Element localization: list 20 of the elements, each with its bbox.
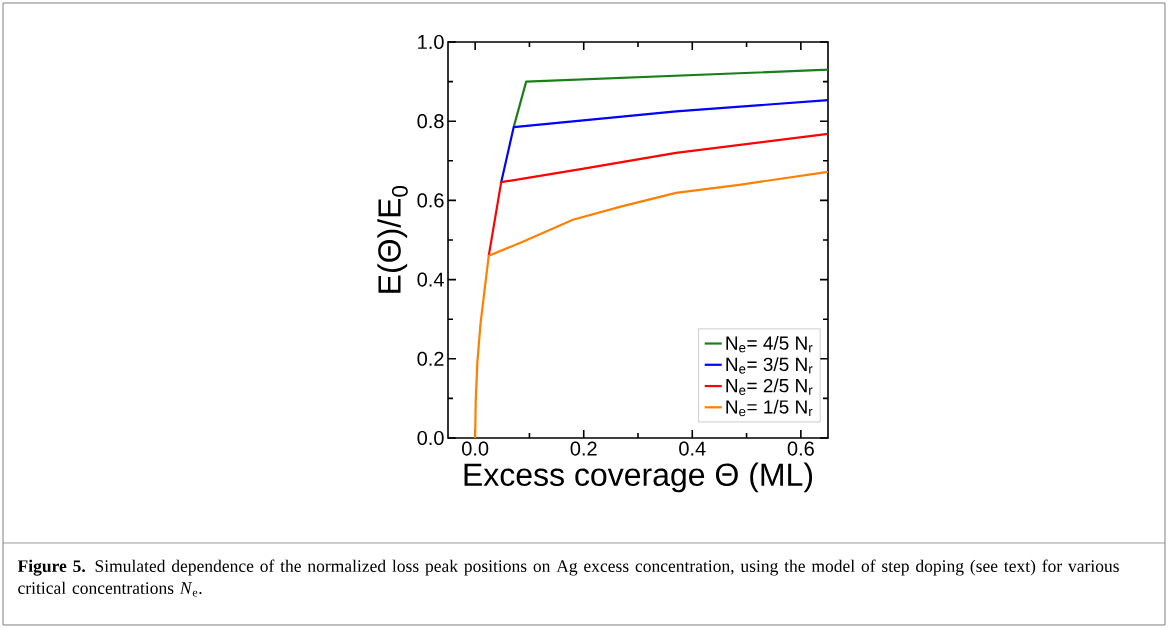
legend-label: N$_{e}$= 1/5 N$_{r}$ [726,399,813,417]
x-tick-label: 0.6 [787,441,814,456]
y-tick-label: 0.2 [417,351,444,366]
line-series [487,132,828,257]
y-tick-label: 1.0 [418,34,444,50]
y-tick-label: 0.4 [417,272,444,287]
x-tick-label: 0.4 [679,441,706,456]
legend-label: N$_{e}$= 3/5 N$_{r}$ [726,357,813,374]
y-tick-label: 0.0 [417,430,444,446]
y-tick-label: 0.6 [417,193,444,208]
x-axis-title: Excess coverage Θ (ML) [464,462,813,493]
legend-label: N$_{e}$= 4/5 N$_{r}$ [726,335,813,353]
x-tick-label: 0.0 [462,441,489,456]
line-series [474,170,828,438]
text: Figure 5. Simulated dependence of the normalized loss peak positions on Ag excess concentration, using the model of step doping (see text) for various critical concentrations N$_{e}$. [17,559,1119,597]
y-tick-label: 0.8 [417,114,444,129]
line-series [500,99,828,184]
legend-label: N$_{e}$= 2/5 N$_{r}$ [726,378,813,395]
y-axis-title: E(Θ)/E$_{0}$ [377,186,408,293]
x-tick-label: 0.2 [570,441,597,456]
